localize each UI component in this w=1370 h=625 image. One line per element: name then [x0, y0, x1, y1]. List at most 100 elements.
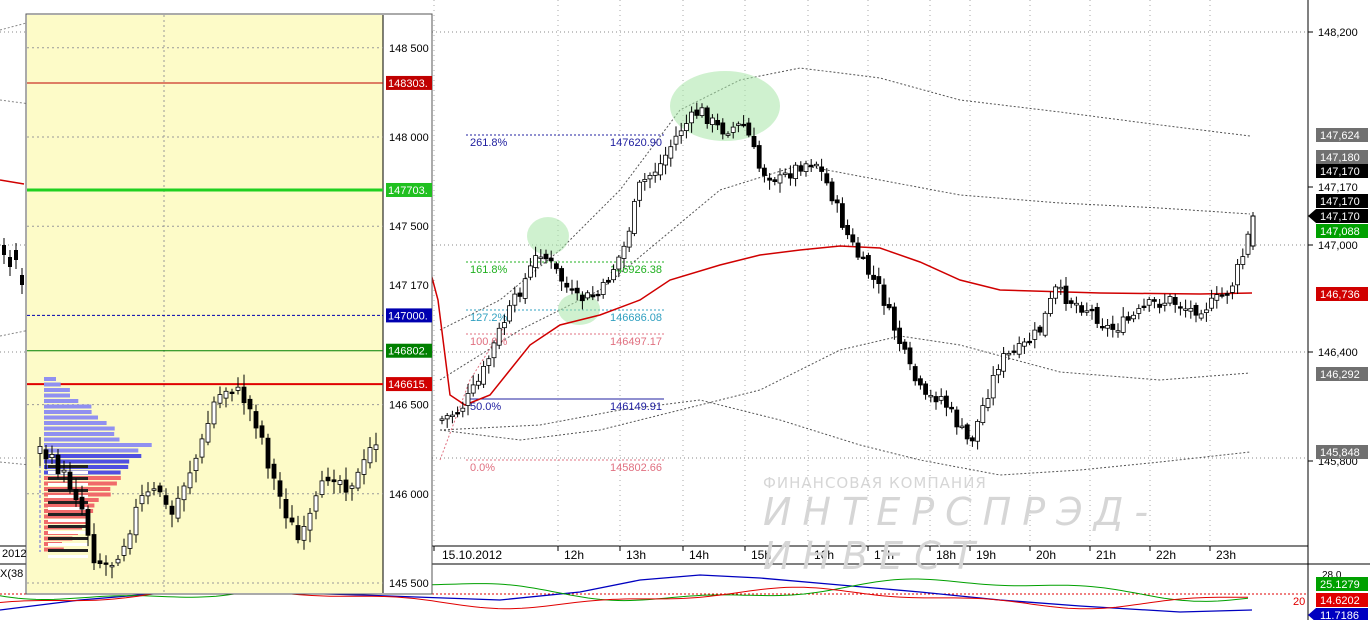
inset-candle-body [79, 496, 85, 510]
time-axis-label: 15h [751, 548, 771, 562]
candle-body [1016, 343, 1022, 355]
candle-body [585, 292, 590, 299]
candle-body [1022, 341, 1027, 347]
candle-body [663, 154, 668, 166]
inset-x-label: 2012 [2, 548, 26, 560]
oscillator-level-label: 20 [1293, 596, 1305, 608]
price-badge-label: 147,088 [1320, 226, 1360, 238]
candle-body [1115, 330, 1121, 333]
volume-profile-bar [44, 514, 88, 519]
volume-profile-marker [48, 495, 88, 498]
candle-body [959, 425, 965, 429]
candle-body [1240, 256, 1246, 265]
candle-body [652, 171, 658, 176]
inset-candle-body [337, 480, 343, 485]
candle-body [840, 203, 845, 228]
candle-body [912, 366, 918, 382]
inset-candle-body [331, 479, 337, 483]
price-badge [1316, 194, 1368, 208]
moving-average-line [429, 245, 1253, 406]
fib-level-price: 146149.91 [610, 401, 662, 413]
volume-profile-marker [48, 489, 88, 492]
candle-body [824, 173, 830, 184]
candle-body [819, 166, 824, 172]
candle-body [938, 396, 944, 401]
candle-body [600, 282, 606, 295]
volume-profile-bar [44, 399, 79, 403]
candle-body [647, 174, 653, 180]
candle-body [704, 107, 710, 125]
candle-body [642, 178, 648, 182]
inset-candle-body [271, 463, 277, 479]
oscillator-badge-label: 14.6202 [1320, 595, 1360, 607]
time-axis-label: 23h [1216, 548, 1236, 562]
price-badge [1316, 224, 1368, 238]
candle-body [689, 111, 694, 124]
candle-body [684, 123, 689, 131]
candle-body [1193, 304, 1199, 316]
highlight-ellipse [670, 71, 780, 141]
volume-profile-marker [48, 543, 88, 546]
candle-body [590, 294, 596, 298]
oscillator-badge [1316, 593, 1368, 607]
fib-level-ratio: 50.0% [470, 401, 501, 413]
volume-profile-bar [44, 503, 95, 508]
inset-candle-body [241, 386, 247, 404]
candle-body [574, 287, 580, 294]
candle-body [1183, 308, 1188, 311]
fib-level-ratio: 100.0% [470, 336, 508, 348]
volume-profile-marker [48, 513, 88, 516]
inset-candle-body [91, 534, 97, 564]
volume-profile-marker [48, 507, 88, 510]
price-badge-label: 146,292 [1320, 369, 1360, 381]
candle-body [1224, 293, 1230, 296]
candle-body [814, 163, 819, 167]
candle-body [954, 409, 960, 428]
oscillator-badge-label: 25.1279 [1320, 579, 1360, 591]
candle-body [1011, 350, 1017, 353]
candle-body [730, 126, 736, 133]
candle-body [1089, 308, 1095, 312]
candle-body [501, 322, 507, 329]
candle-body [777, 174, 783, 184]
candle-body [632, 201, 637, 234]
inset-candle-body [361, 459, 367, 475]
inset-candle-body [115, 558, 121, 564]
candle-body [1188, 307, 1194, 312]
candle-body [528, 265, 533, 278]
main-candles [2, 102, 1256, 450]
candle-body [907, 347, 913, 365]
volume-profile-bar [44, 377, 56, 381]
candle-body [845, 224, 850, 236]
candle-body [725, 133, 731, 136]
envelope-line-4 [439, 399, 1251, 476]
candle-body [788, 173, 793, 179]
volume-profile-marker [48, 555, 88, 558]
envelope-left-guide-2 [0, 99, 31, 105]
candle-body [1204, 309, 1209, 313]
inset-candle-body [259, 425, 265, 438]
moving-average-left [0, 179, 25, 185]
candle-body [699, 107, 705, 117]
price-badge [1316, 209, 1368, 223]
inset-level-badge [386, 182, 432, 197]
candle-body [1037, 326, 1043, 333]
candle-body [866, 254, 871, 275]
candle-body [996, 368, 1001, 376]
candle-body [1006, 352, 1012, 356]
inset-candle-body [133, 506, 139, 536]
candle-body [1094, 306, 1100, 324]
inset-candle-body [187, 472, 193, 489]
inset-candle-body [277, 480, 283, 497]
inset-candle-body [205, 423, 211, 443]
envelope-left-guide-4 [0, 461, 31, 466]
inset-candle-body [265, 437, 271, 469]
candle-body [1068, 300, 1074, 304]
oscillator-green-line [0, 578, 1249, 602]
candle-body [1167, 296, 1173, 304]
inset-candle-body [235, 386, 241, 391]
candle-body [1157, 303, 1162, 308]
volume-profile-bar [44, 437, 120, 442]
volume-profile-bar [44, 459, 130, 464]
